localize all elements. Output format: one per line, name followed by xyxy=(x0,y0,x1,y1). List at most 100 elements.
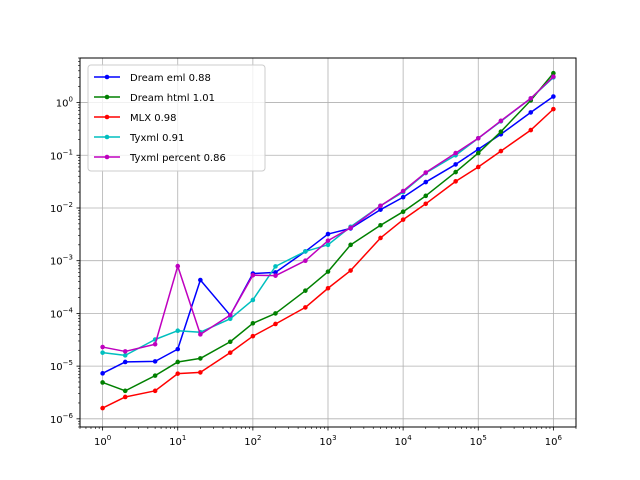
series-3 xyxy=(100,106,556,411)
legend-item: Tyxml 0.91 xyxy=(94,133,184,144)
data-point xyxy=(303,258,308,263)
legend-label: Tyxml percent 0.86 xyxy=(129,153,226,164)
data-point xyxy=(175,346,181,352)
data-point xyxy=(551,94,556,99)
data-point xyxy=(273,321,278,327)
y-tick-label-base: 10 xyxy=(50,204,63,215)
data-point xyxy=(152,373,158,378)
y-tick-label-exponent: −2 xyxy=(63,201,73,209)
data-point xyxy=(100,371,105,376)
legend-marker xyxy=(104,74,110,80)
data-point xyxy=(100,405,105,411)
y-tick-label-base: 10 xyxy=(56,99,69,110)
data-point xyxy=(348,268,353,273)
x-tick-label-exponent: 3 xyxy=(332,434,336,442)
x-tick-label-base: 10 xyxy=(545,437,558,448)
y-tick-label-base: 10 xyxy=(50,415,63,426)
data-point xyxy=(528,110,534,115)
data-point xyxy=(250,297,256,303)
y-tick-label: 10−3 xyxy=(50,254,73,268)
data-point xyxy=(551,106,556,112)
data-point xyxy=(100,380,105,385)
y-tick-label: 10−1 xyxy=(50,148,73,162)
legend-marker xyxy=(104,154,110,160)
data-point xyxy=(453,169,458,175)
data-point xyxy=(273,264,278,269)
data-point xyxy=(250,272,256,278)
legend: Dream eml 0.88 Dream html 1.01 MLX 0.98 Tyx… xyxy=(87,64,266,172)
data-point xyxy=(551,70,556,76)
x-tick-label-exponent: 1 xyxy=(182,434,186,442)
x-tick-label-exponent: 4 xyxy=(407,434,412,442)
legend-label: Tyxml 0.91 xyxy=(129,133,184,144)
data-point xyxy=(475,146,481,152)
data-point xyxy=(348,242,353,248)
data-point xyxy=(325,269,331,274)
legend-box xyxy=(87,64,266,172)
x-tick-label: 104 xyxy=(395,434,413,448)
legend-marker xyxy=(104,114,110,120)
data-point xyxy=(528,127,534,133)
data-point xyxy=(551,74,556,79)
data-point xyxy=(303,305,308,310)
data-point xyxy=(227,350,233,355)
data-point xyxy=(250,333,256,339)
data-point xyxy=(475,135,481,141)
y-tick-label-base: 10 xyxy=(50,257,63,268)
data-point xyxy=(378,207,383,212)
x-tick-label: 101 xyxy=(169,434,186,448)
y-tick-label: 10−2 xyxy=(50,201,73,215)
y-tick-label-exponent: −4 xyxy=(63,306,74,314)
data-point xyxy=(273,311,278,316)
data-point xyxy=(175,371,181,376)
data-point xyxy=(175,359,181,365)
data-point xyxy=(122,359,128,365)
y-tick-label-base: 10 xyxy=(50,151,63,162)
x-tick-label: 105 xyxy=(470,434,487,448)
y-tick-label-exponent: 0 xyxy=(69,96,73,104)
data-point xyxy=(423,170,429,175)
data-point xyxy=(348,225,353,231)
series-5 xyxy=(100,74,556,354)
data-point xyxy=(423,193,429,199)
data-point xyxy=(198,277,203,283)
data-point xyxy=(122,388,128,394)
x-tick-label-base: 10 xyxy=(244,437,257,448)
x-tick-label-exponent: 5 xyxy=(482,434,486,442)
legend-item: MLX 0.98 xyxy=(94,113,177,124)
data-point xyxy=(303,249,308,254)
y-tick-label: 10−4 xyxy=(50,306,74,320)
series-layer xyxy=(100,70,556,411)
data-point xyxy=(325,242,331,248)
data-point xyxy=(227,312,233,318)
data-point xyxy=(325,231,331,237)
x-axis: 100 101 102 103 104 105 106 xyxy=(94,427,563,448)
data-point xyxy=(400,217,406,222)
x-tick-label-base: 10 xyxy=(94,437,107,448)
x-tick-label: 102 xyxy=(244,434,261,448)
data-point xyxy=(152,341,158,347)
x-tick-label-base: 10 xyxy=(470,437,483,448)
y-tick-label-exponent: −3 xyxy=(63,254,73,262)
data-point xyxy=(378,222,383,228)
data-point xyxy=(303,288,308,293)
y-tick-label-exponent: −1 xyxy=(63,148,73,156)
legend-item: Dream eml 0.88 xyxy=(94,73,211,84)
y-tick-label: 100 xyxy=(56,96,73,110)
data-point xyxy=(122,394,128,400)
y-tick-label-base: 10 xyxy=(50,309,63,320)
data-point xyxy=(100,344,105,350)
data-point xyxy=(423,179,429,185)
data-point xyxy=(152,359,158,364)
data-point xyxy=(325,238,331,243)
data-point xyxy=(122,353,128,358)
y-tick-label-exponent: −5 xyxy=(63,359,73,367)
legend-item: Tyxml percent 0.86 xyxy=(94,153,226,164)
data-point xyxy=(400,188,406,194)
x-tick-label-base: 10 xyxy=(169,437,182,448)
x-tick-label-exponent: 0 xyxy=(107,434,111,442)
data-point xyxy=(400,194,406,200)
data-point xyxy=(273,273,278,278)
y-tick-label: 10−5 xyxy=(50,359,73,373)
